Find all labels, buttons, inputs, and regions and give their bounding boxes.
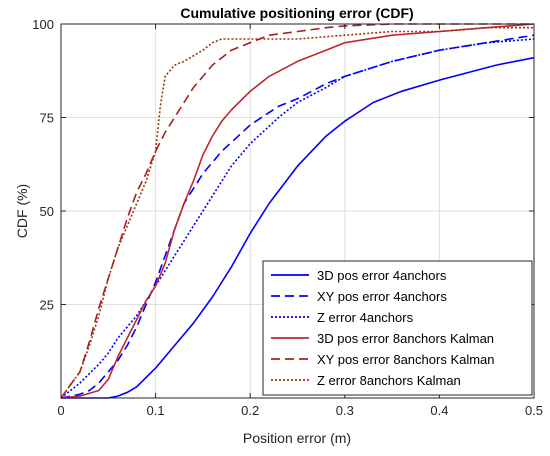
y-tick-label: 75 <box>40 111 54 126</box>
series-line-1 <box>61 56 535 399</box>
x-tick-label: 0 <box>57 403 64 418</box>
legend-entry-label: XY pos error 8anchors Kalman <box>317 352 495 367</box>
x-tick-label: 0.1 <box>147 403 165 418</box>
series-line-3 <box>60 38 535 399</box>
x-axis-ticks: 0 0.1 0.2 0.3 0.4 0.5 <box>57 24 543 418</box>
x-tick-label: 0.5 <box>525 403 543 418</box>
legend-entry-label: Z error 8anchors Kalman <box>317 373 461 388</box>
series-line-6 <box>60 26 534 399</box>
legend: 3D pos error 4anchors XY pos error 4ancho… <box>262 260 533 396</box>
y-tick-label: 25 <box>40 298 54 313</box>
x-axis-label: Position error (m) <box>243 430 351 446</box>
y-tick-label: 50 <box>40 204 54 219</box>
legend-entry-label: Z error 4anchors <box>317 310 414 325</box>
series-lines <box>60 23 535 399</box>
x-tick-label: 0.4 <box>430 403 448 418</box>
x-tick-label: 0.3 <box>336 403 354 418</box>
x-tick-label: 0.2 <box>241 403 259 418</box>
legend-entry-label: XY pos error 4anchors <box>317 289 447 304</box>
legend-entry-label: 3D pos error 8anchors Kalman <box>317 331 494 346</box>
legend-box <box>262 260 533 396</box>
y-tick-label: 100 <box>32 17 54 32</box>
grid-lines <box>61 24 534 398</box>
y-axis-label: CDF (%) <box>14 184 30 238</box>
chart-title: Cumulative positioning error (CDF) <box>180 5 413 21</box>
legend-entry-label: 3D pos error 4anchors <box>317 268 447 283</box>
series-line-4 <box>60 23 535 399</box>
